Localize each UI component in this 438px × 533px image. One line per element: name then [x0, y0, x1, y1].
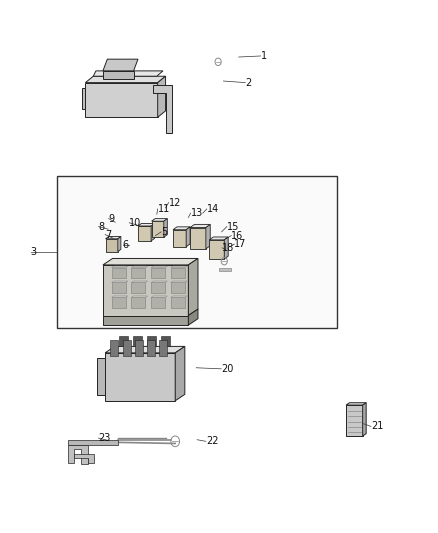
Polygon shape	[363, 403, 366, 436]
Polygon shape	[131, 268, 145, 278]
Polygon shape	[152, 219, 167, 221]
Text: 8: 8	[99, 222, 105, 231]
Text: 9: 9	[109, 214, 115, 223]
Polygon shape	[173, 227, 190, 230]
Polygon shape	[103, 71, 134, 79]
Polygon shape	[206, 224, 210, 249]
Polygon shape	[103, 59, 138, 71]
Text: 2: 2	[245, 78, 251, 87]
Polygon shape	[131, 282, 145, 293]
Polygon shape	[152, 221, 164, 237]
Polygon shape	[106, 237, 121, 239]
Polygon shape	[68, 445, 88, 464]
Polygon shape	[68, 440, 118, 445]
Polygon shape	[112, 297, 126, 308]
Polygon shape	[186, 227, 190, 247]
Text: 17: 17	[234, 239, 247, 249]
Polygon shape	[151, 297, 165, 308]
Polygon shape	[105, 346, 185, 353]
Polygon shape	[147, 336, 156, 346]
Polygon shape	[112, 296, 128, 297]
Text: 5: 5	[161, 227, 167, 237]
Polygon shape	[85, 83, 158, 117]
Text: 3: 3	[31, 247, 37, 256]
Polygon shape	[138, 226, 151, 241]
Polygon shape	[119, 336, 128, 346]
Text: 23: 23	[99, 433, 111, 443]
Polygon shape	[112, 282, 126, 293]
Polygon shape	[209, 237, 228, 240]
Bar	[57, 176, 337, 328]
Polygon shape	[138, 223, 155, 226]
Polygon shape	[171, 266, 187, 268]
Polygon shape	[161, 336, 170, 346]
Polygon shape	[151, 223, 155, 241]
Polygon shape	[171, 268, 185, 278]
Polygon shape	[131, 281, 148, 282]
Polygon shape	[112, 281, 128, 282]
Polygon shape	[153, 85, 172, 133]
Polygon shape	[151, 282, 165, 293]
Polygon shape	[151, 281, 167, 282]
Polygon shape	[188, 309, 198, 325]
Polygon shape	[175, 346, 185, 401]
Polygon shape	[97, 358, 105, 395]
Polygon shape	[93, 71, 163, 76]
Polygon shape	[112, 266, 128, 268]
Polygon shape	[209, 240, 224, 259]
Polygon shape	[85, 76, 166, 83]
Polygon shape	[158, 76, 166, 117]
Polygon shape	[110, 340, 118, 356]
Polygon shape	[131, 297, 145, 308]
Polygon shape	[135, 340, 143, 356]
Polygon shape	[103, 265, 188, 316]
Polygon shape	[133, 336, 142, 346]
Text: 11: 11	[158, 204, 170, 214]
Polygon shape	[74, 454, 94, 463]
Polygon shape	[151, 266, 167, 268]
Text: 20: 20	[221, 364, 233, 374]
Polygon shape	[131, 266, 148, 268]
Text: 6: 6	[123, 240, 129, 250]
Polygon shape	[106, 239, 118, 252]
Polygon shape	[147, 340, 155, 356]
Text: 13: 13	[191, 208, 203, 218]
Polygon shape	[151, 296, 167, 297]
Polygon shape	[164, 219, 167, 237]
Polygon shape	[346, 403, 366, 405]
Polygon shape	[151, 268, 165, 278]
Polygon shape	[123, 340, 131, 356]
Polygon shape	[224, 237, 228, 259]
Polygon shape	[171, 281, 187, 282]
Polygon shape	[190, 228, 206, 249]
Text: 21: 21	[371, 422, 383, 431]
Polygon shape	[171, 297, 185, 308]
Polygon shape	[171, 282, 185, 293]
Polygon shape	[159, 340, 167, 356]
Text: 10: 10	[129, 218, 141, 228]
Polygon shape	[190, 224, 210, 228]
Text: 12: 12	[169, 198, 181, 207]
Text: 14: 14	[207, 204, 219, 214]
Polygon shape	[188, 259, 198, 316]
Polygon shape	[346, 405, 363, 436]
Polygon shape	[219, 268, 231, 271]
Text: 18: 18	[222, 243, 234, 253]
Polygon shape	[103, 259, 198, 265]
Polygon shape	[171, 296, 187, 297]
Polygon shape	[82, 88, 85, 109]
Text: 7: 7	[105, 230, 111, 239]
Polygon shape	[105, 353, 175, 401]
Polygon shape	[112, 268, 126, 278]
Text: 1: 1	[261, 51, 267, 61]
Polygon shape	[118, 237, 121, 252]
Polygon shape	[131, 296, 148, 297]
Polygon shape	[173, 230, 186, 247]
Text: 15: 15	[227, 222, 239, 231]
Polygon shape	[103, 316, 188, 325]
Text: 16: 16	[231, 231, 244, 240]
Text: 22: 22	[206, 437, 219, 446]
